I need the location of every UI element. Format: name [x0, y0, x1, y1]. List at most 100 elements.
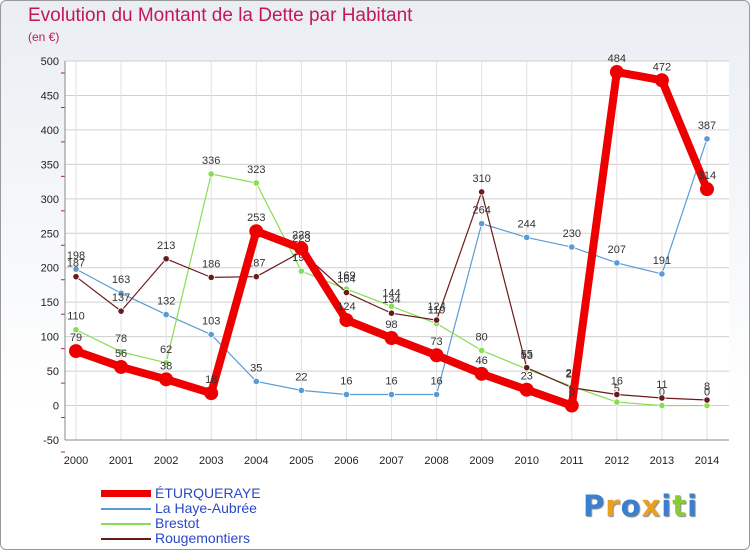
data-label: 191 [653, 255, 671, 267]
plot-area [65, 61, 729, 440]
y-tick-label: 250 [41, 228, 59, 240]
legend-label: Brestot [155, 515, 200, 531]
data-point [69, 344, 83, 359]
legend-swatch [101, 538, 151, 540]
data-label: 387 [698, 120, 716, 132]
data-point [432, 390, 441, 399]
data-label: 228 [292, 229, 310, 241]
data-label: 314 [698, 170, 716, 182]
data-label: 0 [569, 387, 575, 399]
data-label: 336 [202, 155, 220, 167]
data-point [252, 179, 260, 187]
data-label: 253 [247, 212, 265, 224]
x-tick-label: 2008 [424, 455, 448, 467]
data-label: 213 [157, 240, 175, 252]
data-point [117, 348, 125, 356]
data-label: 223 [292, 233, 310, 245]
x-tick-label: 2000 [64, 455, 88, 467]
data-label: 23 [521, 371, 533, 383]
x-tick-label: 2009 [469, 455, 493, 467]
legend-label: ÉTURQUERAYE [155, 485, 261, 501]
data-label: 98 [385, 319, 397, 331]
data-point [117, 289, 125, 297]
data-point [658, 394, 666, 402]
data-label: 244 [518, 218, 536, 230]
data-label: 22 [295, 371, 307, 383]
data-label: 169 [337, 270, 355, 282]
data-label: 38 [160, 360, 172, 372]
data-point [162, 359, 170, 367]
data-point [478, 220, 486, 228]
data-point [703, 135, 711, 143]
data-label: 163 [112, 274, 130, 286]
data-point [339, 313, 354, 328]
data-label: 78 [115, 333, 127, 345]
data-label: 16 [340, 376, 352, 388]
legend-label: Rougemontiers [155, 530, 250, 546]
chart-title: Evolution du Montant de la Dette par Hab… [28, 5, 413, 26]
legend-label: La Haye-Aubrée [155, 500, 257, 516]
y-tick-label: 100 [41, 332, 59, 344]
data-point [429, 348, 444, 363]
data-label: 5 [614, 383, 620, 395]
data-label: 103 [202, 316, 220, 328]
data-point [207, 170, 215, 178]
data-label: 137 [112, 292, 130, 304]
data-label: 62 [160, 344, 172, 356]
data-point [519, 382, 534, 397]
data-label: 46 [476, 355, 488, 367]
legend-swatch [101, 490, 151, 497]
data-label: 53 [521, 350, 533, 362]
data-point [249, 224, 264, 239]
data-point [613, 390, 621, 399]
data-label: 164 [337, 274, 355, 286]
data-label: 124 [337, 301, 355, 313]
data-label: 144 [382, 287, 400, 299]
data-point [387, 302, 396, 310]
data-label: 124 [427, 301, 445, 313]
x-tick-label: 2002 [154, 455, 178, 467]
proxiti-logo: Proxiti [583, 489, 699, 523]
data-point [294, 241, 309, 256]
legend-swatch [101, 508, 151, 510]
data-label: 323 [247, 164, 265, 176]
y-tick-label: 200 [41, 263, 59, 275]
data-label: 198 [67, 250, 85, 262]
data-label: 11 [656, 379, 667, 391]
data-point [478, 346, 486, 355]
data-point [342, 288, 351, 297]
x-tick-label: 2011 [560, 455, 584, 467]
data-label: 16 [385, 376, 397, 388]
data-point [703, 396, 711, 404]
data-label: 484 [608, 53, 626, 65]
data-point [72, 273, 80, 281]
x-tick-label: 2003 [199, 455, 223, 467]
data-point [700, 182, 714, 197]
y-tick-label: 350 [41, 159, 59, 171]
x-tick-label: 2005 [289, 455, 313, 467]
data-label: 230 [563, 228, 581, 240]
data-point [159, 372, 174, 387]
chart-subtitle: (en €) [28, 30, 60, 44]
data-point [432, 316, 441, 324]
data-point [474, 366, 489, 381]
x-tick-label: 2006 [334, 455, 358, 467]
data-point [207, 330, 215, 339]
data-label: 16 [611, 376, 623, 388]
data-point [114, 359, 129, 374]
y-tick-label: 0 [53, 401, 59, 413]
data-label: 79 [70, 332, 82, 344]
data-label: 73 [430, 336, 442, 348]
data-point [72, 265, 80, 273]
y-tick-label: 450 [41, 90, 59, 102]
data-point [609, 65, 624, 80]
y-tick-label: 300 [41, 194, 59, 206]
x-tick-label: 2012 [605, 455, 629, 467]
data-label: 35 [250, 362, 262, 374]
data-point [162, 255, 170, 263]
data-label: 0 [704, 387, 710, 399]
data-point [523, 233, 531, 242]
data-point [72, 326, 80, 334]
